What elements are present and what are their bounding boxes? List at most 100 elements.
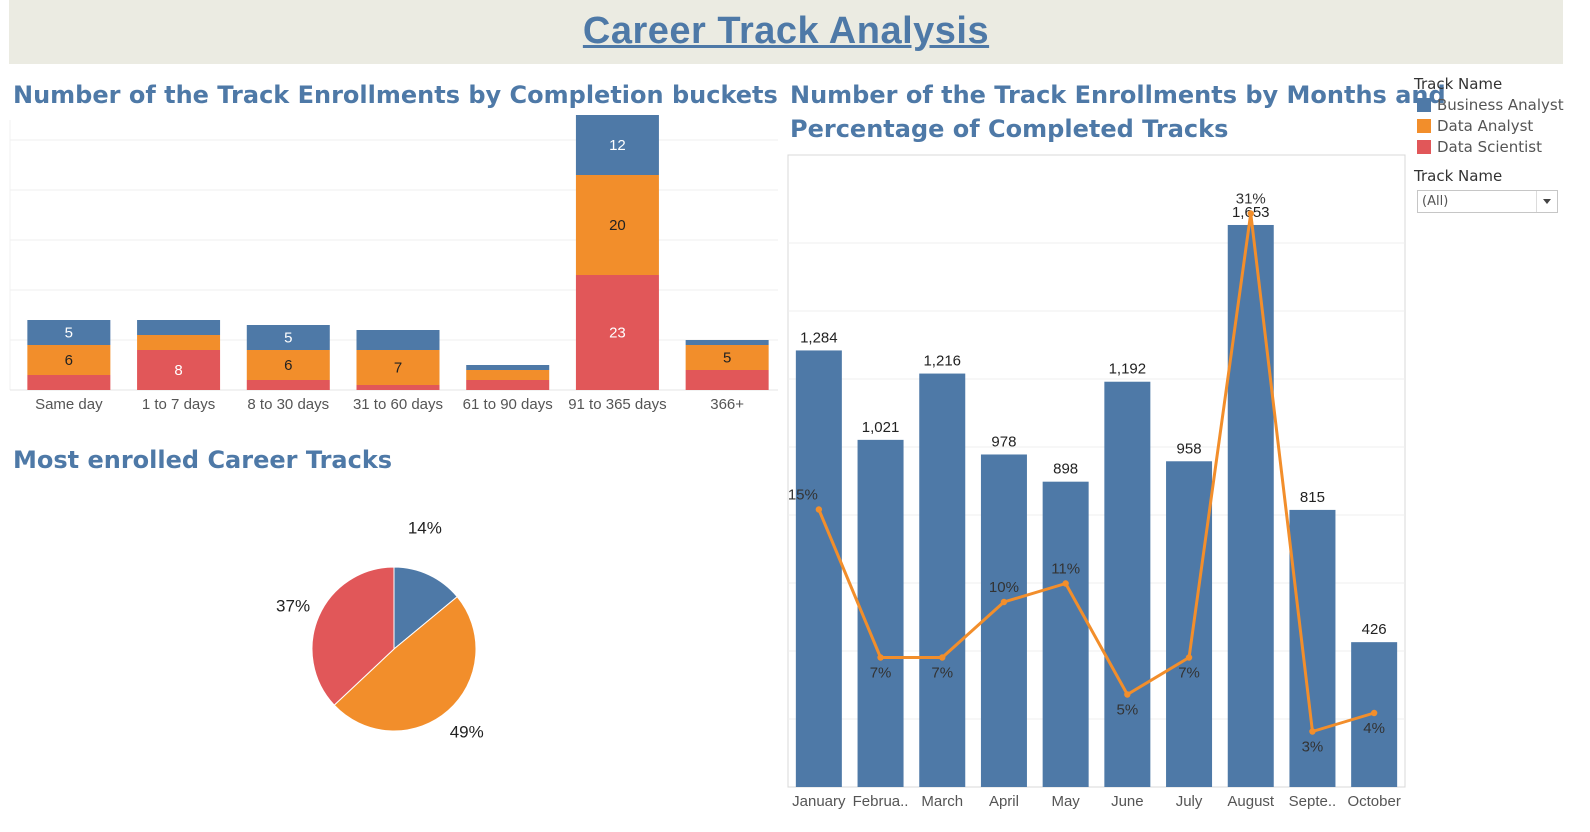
legend-item-data-scientist[interactable]: Data Scientist [1414,136,1574,157]
x-tick-label: August [1227,793,1275,810]
chevron-down-icon[interactable] [1543,199,1551,204]
x-tick-label: June [1111,793,1144,810]
x-tick-label: 8 to 30 days [247,396,329,413]
line-point [1185,654,1193,661]
completion-chart-title: Number of the Track Enrollments by Compl… [13,81,778,109]
line-value-label: 7% [931,665,953,682]
track-filter-dropdown[interactable]: (All) [1417,190,1558,213]
bar-segment [137,335,221,350]
data-analyst-swatch [1417,118,1431,133]
legend-label: Business Analyst [1437,95,1564,114]
filter-title: Track Name [1414,167,1503,185]
month-bar [919,373,966,787]
bar-segment [246,325,330,350]
career-track-pie-chart: 14% 49% 37% [276,518,484,741]
data-label: 8 [174,362,182,379]
x-tick-label: 1 to 7 days [142,396,215,413]
completion-percent-line [817,212,1375,733]
bar-segment [575,275,659,390]
month-bar [795,350,842,787]
line-point [1124,691,1131,698]
x-tick-label: Februa.. [853,793,909,810]
x-tick-label: 366+ [710,396,744,413]
bar-segment [27,345,111,375]
line-value-label: 5% [1117,702,1139,719]
bar-value-label: 978 [991,433,1016,450]
monthly-chart-title-line2: Percentage of Completed Tracks [790,115,1229,143]
month-bar [1042,481,1089,787]
line-value-label: 10% [989,579,1019,596]
x-tick-label: January [792,793,846,810]
bar-segment [685,345,769,370]
bar-segment [246,350,330,380]
x-tick-label: July [1176,793,1203,810]
bar-segment [466,365,550,370]
month-bar [1104,381,1151,787]
data-label: 23 [609,325,626,342]
data-label: 5 [65,325,73,342]
bar-segment [246,380,330,390]
data-scientist-swatch [1417,139,1431,154]
bar-segment [685,370,769,390]
month-bar [1289,509,1336,787]
bar-value-label: 958 [1177,440,1202,457]
bar-value-label: 815 [1300,489,1325,506]
line-value-label: 15% [788,487,818,504]
header-banner: Career Track Analysis [9,0,1563,64]
line-point [877,654,884,661]
monthly-chart-title-line1: Number of the Track Enrollments by Month… [790,81,1446,109]
line-value-label: 3% [1302,739,1324,756]
data-label: 6 [65,352,73,369]
filter-selected-value: (All) [1422,194,1449,209]
line-point [1309,728,1316,735]
line-point [939,654,946,661]
bar-segment [356,350,440,385]
bar-segment [575,115,659,175]
line-value-label: 7% [870,665,892,682]
monthly-bar-line-chart: 1,284 January 1,021 Februa.. 1,216 March 978 Ap… [787,154,1406,810]
pie-value-label: 37% [276,596,310,615]
data-label: 5 [284,330,292,347]
bar-value-label: 1,021 [862,419,900,436]
bar-segment [685,340,769,345]
month-bar [1227,224,1274,788]
bar-value-label: 426 [1362,621,1387,638]
x-tick-label: April [989,793,1019,810]
line-value-label: 7% [1178,665,1200,682]
x-tick-label: 61 to 90 days [463,396,553,413]
x-tick-label: Septe.. [1289,793,1337,810]
page-title: Career Track Analysis [582,10,990,52]
business-analyst-swatch [1417,97,1431,112]
data-label: 7 [394,360,402,377]
bar-segment [466,380,550,390]
data-label: 6 [284,357,292,374]
legend-item-data-analyst[interactable]: Data Analyst [1414,115,1574,136]
data-label: 20 [609,217,626,234]
bar-segment [137,320,221,335]
legend-label: Data Scientist [1437,137,1542,156]
dropdown-divider [1536,191,1537,212]
bar-segment [27,320,111,345]
line-value-label: 11% [1051,561,1080,578]
line-point [1062,580,1069,587]
bar-value-label: 1,216 [923,353,961,370]
x-tick-label: March [921,793,963,810]
bar-value-label: 1,192 [1109,361,1147,378]
x-tick-label: October [1347,793,1400,810]
line-point [815,506,823,513]
track-filter: Track Name (All) [1414,166,1564,213]
pie-chart-title: Most enrolled Career Tracks [13,446,393,474]
bar-segment [356,330,440,350]
legend-label: Data Analyst [1437,116,1534,135]
line-point [1000,598,1008,606]
bar-segment [466,370,550,380]
legend-item-business-analyst[interactable]: Business Analyst [1414,94,1574,115]
data-label: 12 [609,137,626,154]
line-value-label: 31% [1236,191,1266,208]
month-bar [857,439,904,787]
x-tick-label: 31 to 60 days [353,396,443,413]
x-tick-label: May [1051,793,1080,810]
pie-slice [333,596,477,732]
pie-slice [311,566,395,706]
month-bar [1166,461,1213,787]
